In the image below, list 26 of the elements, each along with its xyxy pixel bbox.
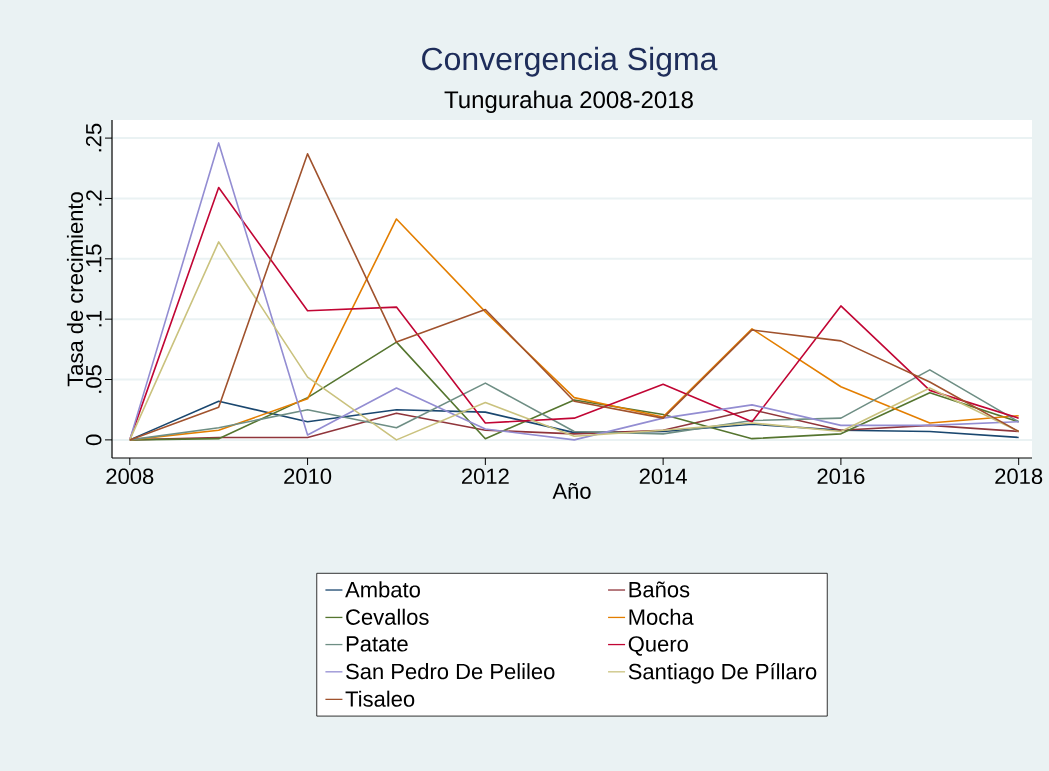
y-axis-title: Tasa de crecimiento — [66, 192, 84, 387]
x-tick-label: 2008 — [106, 468, 154, 485]
x-tick-label: 2016 — [817, 468, 865, 485]
y-tick-label: 0 — [85, 434, 102, 446]
y-tick-label: .15 — [86, 244, 102, 273]
x-tick-label: 2014 — [639, 468, 687, 485]
legend-label: San Pedro De Pelileo — [346, 663, 555, 680]
line-series — [128, 369, 1020, 441]
legend-label: Santiago De Píllaro — [628, 662, 817, 684]
chart-title: Convergencia Sigma — [422, 46, 718, 77]
x-tick-label: 2018 — [995, 468, 1043, 485]
legend-label: Baños — [629, 581, 690, 598]
y-tick-label: .05 — [85, 365, 102, 393]
legend-label: Quero — [628, 636, 688, 656]
x-axis-title: Año — [552, 482, 591, 499]
y-tick-label: .1 — [86, 311, 102, 327]
legend-label: Tisaleo — [345, 690, 415, 707]
x-tick-label: 2010 — [284, 468, 332, 485]
legend-label: Ambato — [345, 581, 420, 598]
legend-label: Cevallos — [346, 608, 429, 625]
y-tick-label: .25 — [85, 123, 102, 152]
legend-label: Mocha — [629, 608, 694, 625]
legend-label: Patate — [346, 636, 408, 652]
x-tick-label: 2012 — [461, 468, 509, 485]
chart-subtitle: Tungurahua 2008-2018 — [444, 90, 693, 113]
y-tick-label: .2 — [86, 190, 102, 206]
